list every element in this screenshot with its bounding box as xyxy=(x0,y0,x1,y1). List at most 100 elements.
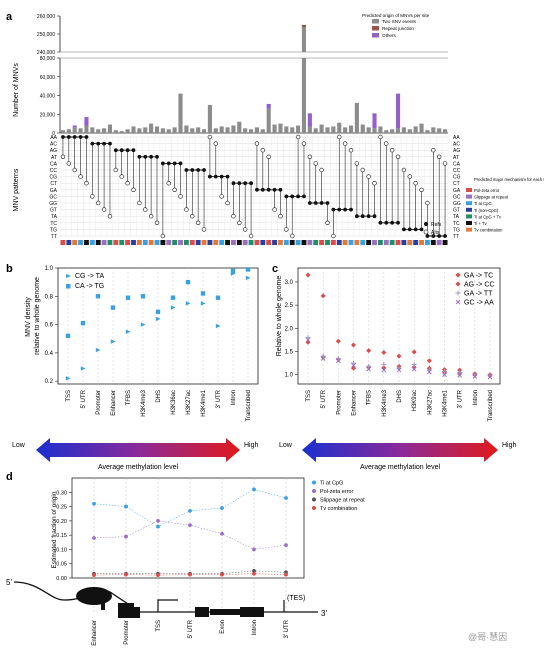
legend-label: GA -> TT xyxy=(464,291,493,298)
bar-gray xyxy=(419,123,424,133)
bar-gray xyxy=(443,129,448,133)
panel-letter-d: d xyxy=(6,471,13,483)
tes-label: (TES) xyxy=(287,595,305,602)
marker-gc-aa xyxy=(487,374,493,380)
panel-a-ylabel: Number of MNVs xyxy=(13,63,20,117)
marker-gc-aa xyxy=(320,356,326,361)
series-point xyxy=(156,524,160,529)
mechanism-cell xyxy=(89,240,95,245)
xtick-label: Intron xyxy=(231,390,237,405)
mechanism-cell xyxy=(342,240,348,245)
pattern-label-left: TC xyxy=(50,221,57,227)
ytick-label: 0.15 xyxy=(56,533,67,539)
ref-dot xyxy=(131,148,136,153)
marker-ca-tg xyxy=(245,267,251,272)
xtick-label: H3K4me3 xyxy=(382,389,388,416)
bar-gray xyxy=(149,123,154,133)
mechanism-cell xyxy=(295,240,301,245)
methylation-high: High xyxy=(244,442,259,449)
bar-gray xyxy=(431,127,436,133)
mechanism-cell xyxy=(407,240,413,245)
legend-swatch xyxy=(372,19,379,24)
marker-gc-aa xyxy=(411,366,417,372)
marker-ga-tc xyxy=(381,349,387,355)
mech-legend-label: Ti at CpG + Tv xyxy=(474,214,502,219)
mech-legend-title-1: Predicted major mechanism for each MNV p… xyxy=(474,177,544,182)
xtick-label: H3K27ac xyxy=(186,390,192,415)
bar-gray xyxy=(378,126,383,133)
mechanism-cell xyxy=(148,240,154,245)
alt-dot xyxy=(207,134,213,140)
panel-a-pattern-dots xyxy=(60,134,448,239)
xtick-label: Enhancer xyxy=(352,390,358,416)
bar-gray xyxy=(301,58,307,133)
series-point xyxy=(252,571,256,576)
bar-gray xyxy=(343,127,348,133)
marker-ca-tg xyxy=(95,294,101,299)
pattern-label-left: GT xyxy=(50,208,57,214)
alt-dot xyxy=(143,207,148,212)
panel-d-ylabel: Estimated fraction of origin xyxy=(51,491,58,568)
bar-gray xyxy=(72,127,77,133)
series-point xyxy=(188,572,192,577)
marker-ca-tg xyxy=(65,333,71,339)
ref-dot xyxy=(225,174,230,179)
pattern-label-left: TA xyxy=(51,214,58,220)
alts-legend-dot xyxy=(423,229,429,235)
series-point xyxy=(92,573,96,578)
xtick-label: 5' UTR xyxy=(188,619,194,638)
alt-dot xyxy=(284,227,289,232)
ytick-label: 0.00 xyxy=(56,576,67,582)
alt-dot xyxy=(342,141,348,146)
series-point xyxy=(252,568,256,573)
ytick-label: 260,000 xyxy=(37,14,55,20)
alt-dot xyxy=(166,181,171,186)
legend-marker xyxy=(312,497,316,502)
marker-cg-ta xyxy=(65,376,71,381)
mechanism-cell xyxy=(248,240,254,245)
exon-block-2 xyxy=(210,609,240,615)
bar-gray xyxy=(178,93,183,133)
bar-gray xyxy=(172,127,177,133)
pattern-label-left: CG xyxy=(50,175,58,181)
series-point xyxy=(284,572,288,577)
mechanism-cell xyxy=(172,240,178,245)
alt-dot xyxy=(442,161,448,166)
alt-dot xyxy=(178,194,183,199)
mechanism-cell xyxy=(301,240,307,245)
marker-ca-tg xyxy=(80,320,86,326)
ref-dot xyxy=(178,161,183,166)
mechanism-cell xyxy=(401,240,407,245)
xtick-label: H3K4me1 xyxy=(201,389,207,416)
marker-gc-aa xyxy=(381,367,387,373)
xtick-label: 5' UTR xyxy=(81,389,87,408)
promoter-block-small xyxy=(134,607,140,618)
methylation-high: High xyxy=(502,442,517,449)
xtick-label: Intron xyxy=(252,620,258,635)
panel-b-ylabel-line2: relative to whole genome xyxy=(34,277,41,355)
legend-marker xyxy=(312,506,316,510)
mechanism-cell xyxy=(183,240,189,245)
marker-ca-tg xyxy=(230,268,236,274)
bar-gray xyxy=(249,129,254,133)
legend-marker xyxy=(455,272,461,278)
mech-legend-swatch xyxy=(466,227,472,232)
bar-gray xyxy=(307,126,312,133)
xtick-label: H3K4me3 xyxy=(141,389,147,416)
mech-legend-swatch xyxy=(466,207,472,212)
mechanism-cell xyxy=(436,240,442,245)
ytick-label: 2.0 xyxy=(285,326,294,332)
alt-dot xyxy=(348,148,354,153)
panel-a-pattern-ylabel: MNV patterns xyxy=(13,168,20,211)
series-point xyxy=(92,501,96,506)
bar-gray xyxy=(337,122,342,133)
alt-dot xyxy=(313,161,318,166)
pattern-label-left: AT xyxy=(51,155,57,161)
bar-gray xyxy=(90,127,95,133)
xtick-label: Promoter xyxy=(124,620,130,645)
bar-gray xyxy=(137,128,142,133)
alt-dot xyxy=(272,207,277,212)
methylation-low: Low xyxy=(279,442,293,449)
ytick-label: 240,000 xyxy=(37,50,55,56)
marker-ga-tc xyxy=(335,338,341,344)
